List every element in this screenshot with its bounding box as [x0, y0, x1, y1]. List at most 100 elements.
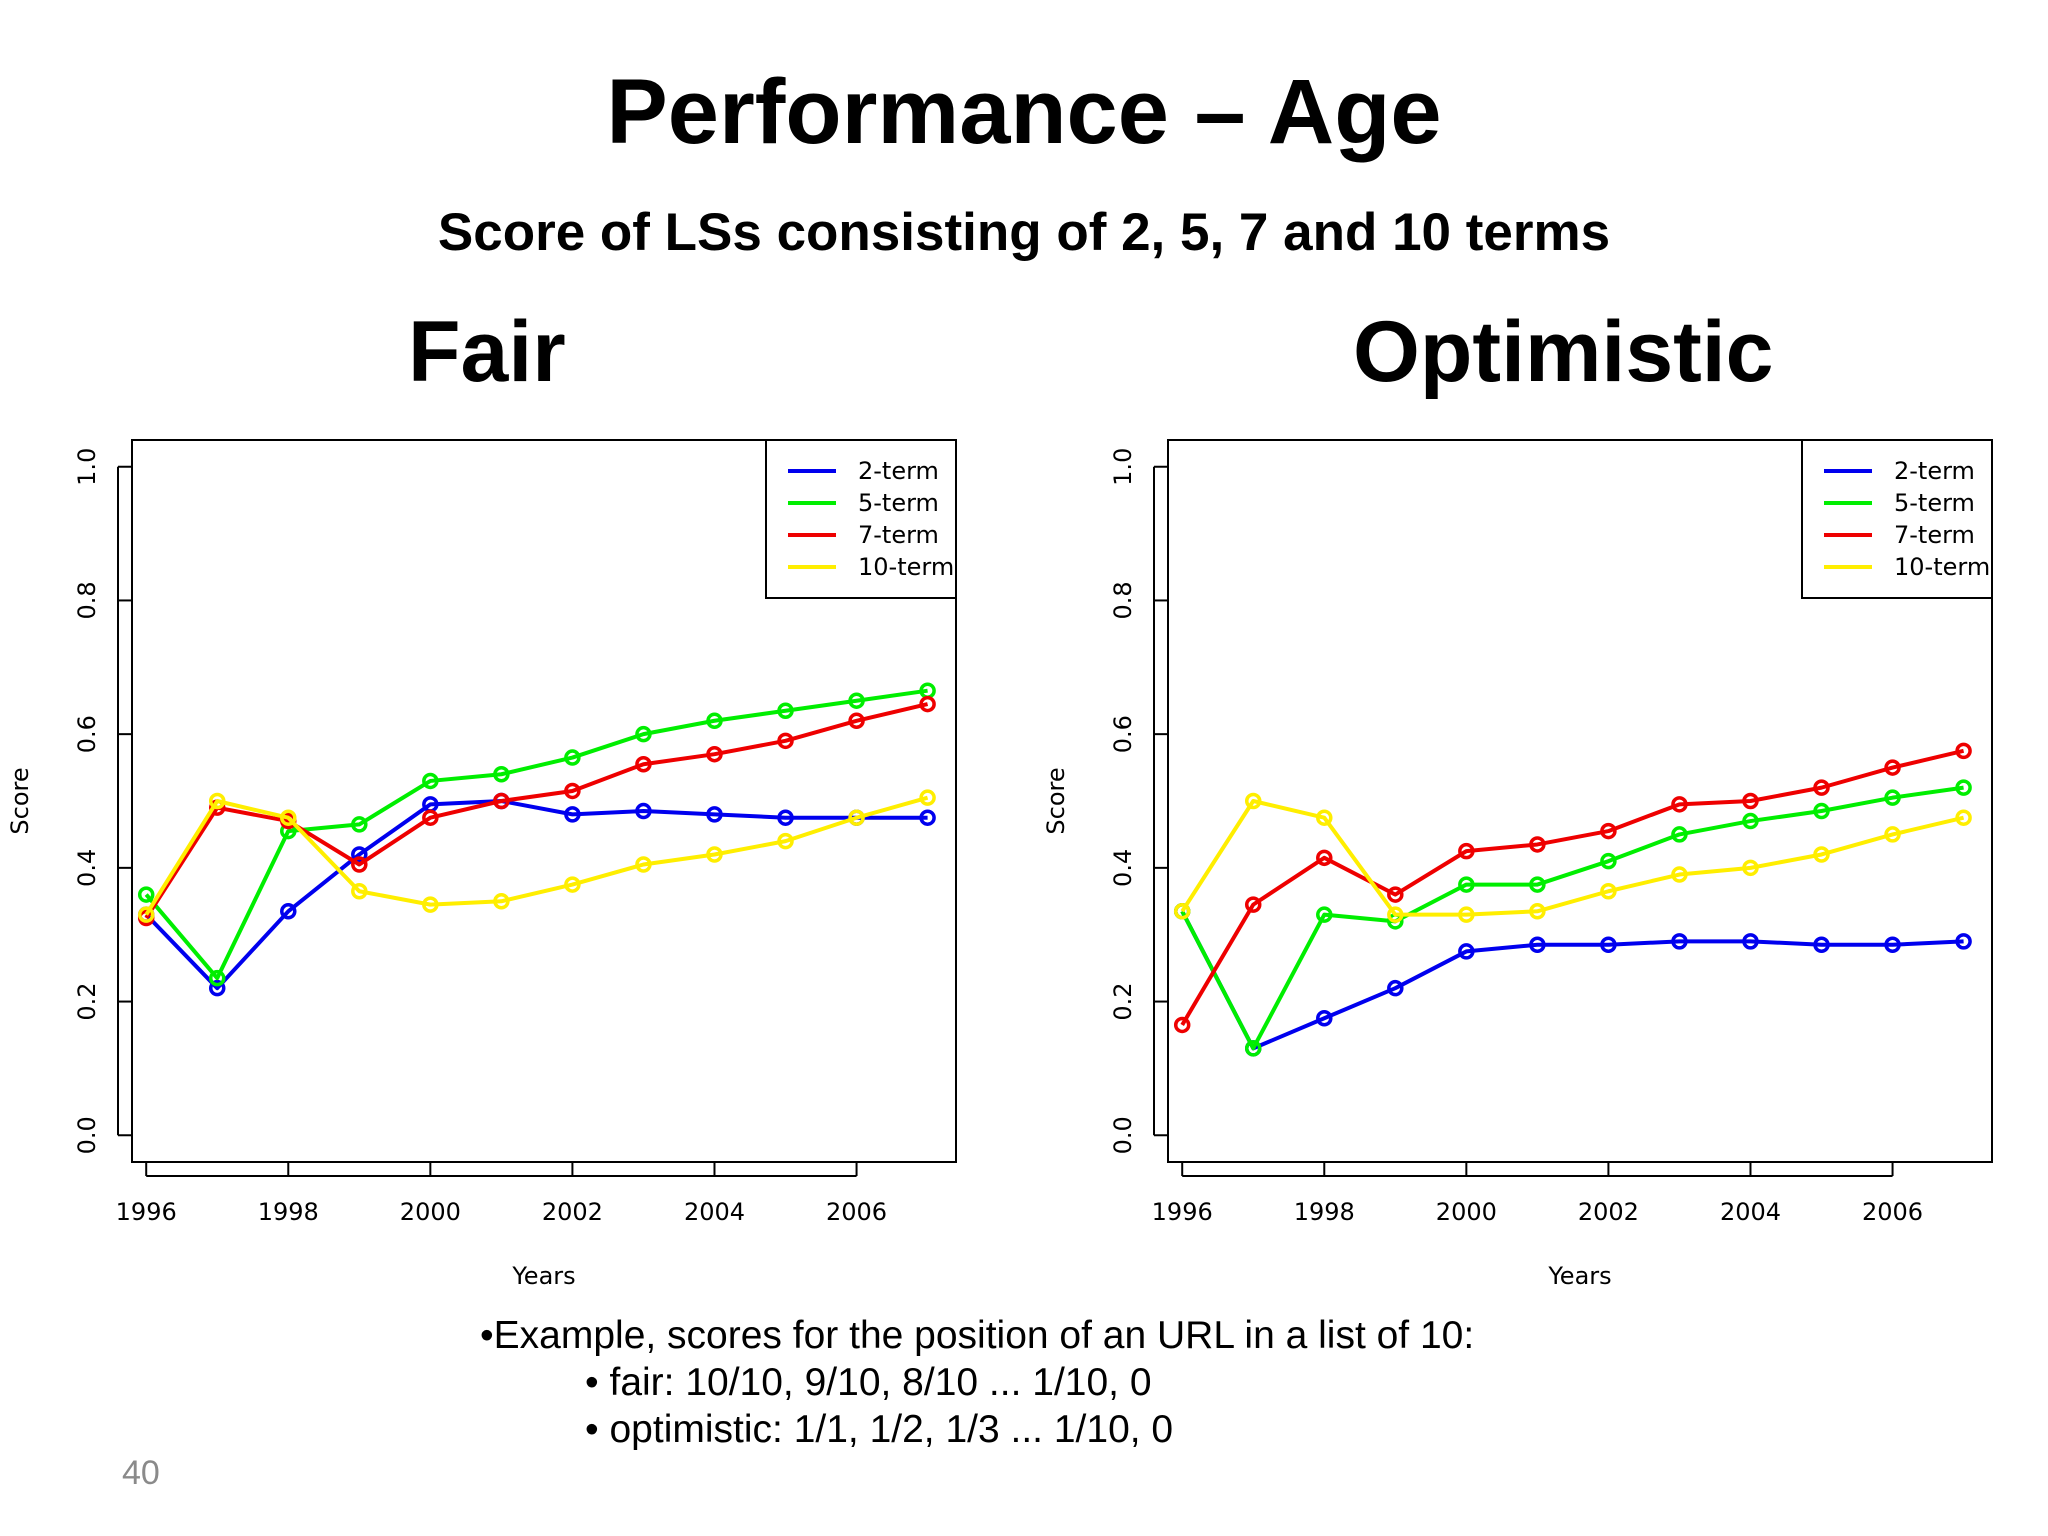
- series-line-2-term: [144, 799, 928, 991]
- data-point-2-term: [1742, 933, 1759, 950]
- x-tick-label: 2004: [1720, 1198, 1781, 1226]
- data-point-2-term: [1671, 933, 1688, 950]
- data-point-7-term: [493, 792, 510, 810]
- data-point-5-term: [848, 692, 865, 709]
- x-tick-label: 2002: [1578, 1198, 1639, 1226]
- data-point-10-term: [422, 896, 439, 913]
- y-tick-label: 1.0: [1109, 448, 1137, 486]
- data-point-2-term: [1458, 943, 1475, 960]
- data-point-10-term: [493, 893, 510, 910]
- data-point-2-term: [1813, 936, 1830, 953]
- data-point-5-term: [1529, 876, 1546, 893]
- chart-title-optimistic: Optimistic: [1353, 304, 1774, 400]
- data-point-5-term: [493, 766, 510, 783]
- data-point-7-term: [564, 782, 581, 800]
- x-axis-label: Years: [1547, 1262, 1611, 1290]
- data-point-10-term: [1244, 792, 1262, 810]
- chart-fair: 0.0 0.2 0.4 0.6 0.8 1.0 1996 1998 2000 2002 2004 20…: [6, 439, 957, 1290]
- legend-label: 7-term: [1894, 521, 1975, 549]
- data-point-7-term: [1742, 792, 1759, 810]
- series-line-7-term: [144, 702, 929, 920]
- data-point-10-term: [919, 789, 936, 806]
- legend-label: 2-term: [1894, 457, 1975, 485]
- x-tick-label: 2006: [826, 1198, 887, 1226]
- data-point-5-term: [137, 886, 155, 903]
- data-point-2-term: [777, 809, 794, 826]
- data-point-5-term: [1742, 812, 1759, 830]
- plot-frame: [1167, 439, 1993, 1163]
- data-point-7-term: [1813, 779, 1830, 796]
- y-tick-label: 0.0: [1109, 1116, 1137, 1154]
- data-point-10-term: [1458, 906, 1475, 923]
- data-point-7-term: [919, 695, 936, 713]
- notes-line-optimistic: • optimistic: 1/1, 1/2, 1/3 ... 1/10, 0: [585, 1408, 1174, 1451]
- data-point-10-term: [848, 809, 865, 826]
- data-point-7-term: [1316, 849, 1333, 867]
- data-point-10-term: [1387, 906, 1404, 923]
- legend-label: 10-term: [858, 553, 954, 581]
- data-point-10-term: [706, 846, 723, 863]
- data-point-7-term: [1529, 836, 1546, 853]
- chart-optimistic: 0.0 0.2 0.4 0.6 0.8 1.0 1996 1998 2000 2002 2004 20…: [1042, 439, 1993, 1290]
- data-point-7-term: [706, 745, 723, 763]
- data-point-10-term: [351, 883, 368, 900]
- data-point-2-term: [280, 903, 297, 920]
- data-point-10-term: [208, 792, 226, 810]
- data-point-7-term: [1173, 1016, 1191, 1034]
- series-line-10-term: [144, 795, 929, 916]
- notes-line-fair: • fair: 10/10, 9/10, 8/10 ... 1/10, 0: [585, 1361, 1152, 1404]
- x-axis-label: Years: [511, 1262, 575, 1290]
- data-point-10-term: [137, 906, 155, 923]
- data-point-2-term: [1955, 933, 1972, 950]
- data-point-5-term: [1671, 826, 1688, 843]
- x-tick-label: 2004: [684, 1198, 745, 1226]
- legend-label: 2-term: [858, 457, 939, 485]
- data-point-7-term: [635, 755, 652, 773]
- data-point-2-term: [1600, 936, 1617, 953]
- data-point-7-term: [422, 809, 439, 826]
- data-point-10-term: [1742, 859, 1759, 877]
- y-axis-label: Score: [6, 767, 34, 834]
- data-point-7-term: [1387, 886, 1404, 903]
- data-point-5-term: [564, 749, 581, 766]
- data-point-7-term: [1600, 822, 1617, 840]
- data-point-2-term: [706, 806, 723, 823]
- data-point-10-term: [1600, 883, 1617, 900]
- data-point-5-term: [1884, 789, 1901, 806]
- data-point-10-term: [777, 832, 794, 850]
- chart-title-fair: Fair: [408, 304, 566, 400]
- series-line-5-term: [1180, 785, 1964, 1051]
- y-tick-label: 0.8: [1109, 581, 1137, 619]
- data-point-5-term: [777, 702, 794, 719]
- x-tick-label: 1998: [1294, 1198, 1355, 1226]
- y-axis-label: Score: [1042, 767, 1070, 834]
- x-tick-label: 1998: [258, 1198, 319, 1226]
- x-tick-label: 2000: [1436, 1198, 1497, 1226]
- data-point-10-term: [1884, 826, 1901, 843]
- notes-line-main: •Example, scores for the position of an …: [480, 1314, 1475, 1357]
- y-tick-label: 0.0: [73, 1116, 101, 1154]
- legend-label: 7-term: [858, 521, 939, 549]
- y-tick-label: 0.8: [73, 581, 101, 619]
- data-point-2-term: [1316, 1010, 1333, 1027]
- x-tick-label: 2002: [542, 1198, 603, 1226]
- data-point-5-term: [351, 816, 368, 833]
- data-point-10-term: [1316, 809, 1333, 826]
- slide-title: Performance – Age: [606, 61, 1442, 163]
- data-point-7-term: [1955, 742, 1972, 760]
- data-point-5-term: [1955, 779, 1972, 796]
- slide-subtitle: Score of LSs consisting of 2, 5, 7 and 1…: [437, 203, 1611, 262]
- x-tick-label: 1996: [1152, 1198, 1213, 1226]
- data-point-5-term: [1458, 876, 1475, 893]
- data-point-10-term: [1955, 809, 1972, 826]
- y-tick-label: 0.6: [1109, 715, 1137, 753]
- x-tick-label: 2000: [400, 1198, 461, 1226]
- legend-label: 10-term: [1894, 553, 1990, 581]
- data-point-2-term: [564, 806, 581, 823]
- legend-box: [765, 439, 957, 599]
- y-tick-label: 0.4: [73, 849, 101, 887]
- x-tick-label: 1996: [116, 1198, 177, 1226]
- legend-label: 5-term: [1894, 489, 1975, 517]
- data-point-5-term: [635, 725, 652, 743]
- series-line-5-term: [144, 688, 928, 981]
